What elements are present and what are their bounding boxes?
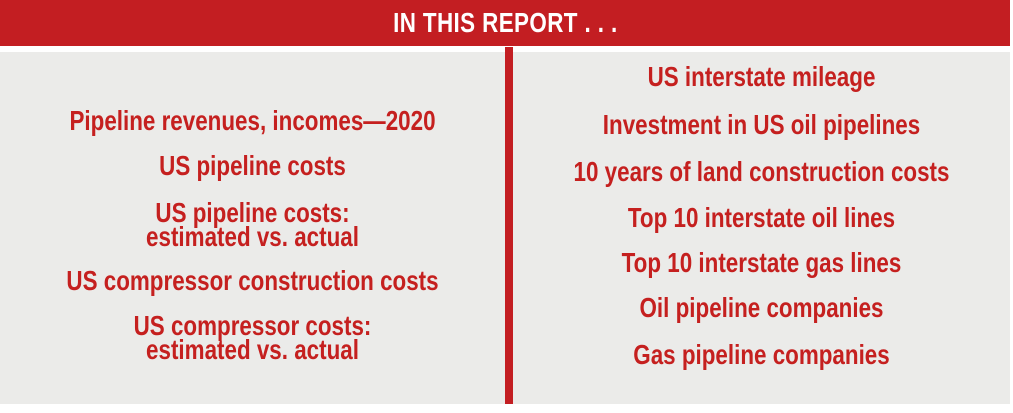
toc-item-oil-pipeline-companies: Oil pipeline companies: [513, 294, 1010, 322]
toc-item-label: estimated vs. actual: [146, 221, 359, 252]
toc-item-10-years-of-land-construction-costs: 10 years of land construction costs: [513, 158, 1010, 186]
toc-item-label: Gas pipeline companies: [633, 339, 890, 370]
column-divider: [505, 47, 513, 404]
toc-item-label: Top 10 interstate gas lines: [621, 247, 902, 278]
toc-item-top-10-interstate-gas-lines: Top 10 interstate gas lines: [513, 249, 1010, 277]
toc-item-gas-pipeline-companies: Gas pipeline companies: [513, 341, 1010, 369]
toc-item-label: US compressor construction costs: [66, 265, 439, 296]
report-header-title: IN THIS REPORT . . .: [392, 7, 618, 38]
toc-item-label: US pipeline costs: [159, 150, 346, 181]
toc-item-label: US compressor costs:: [133, 310, 372, 341]
toc-item-label: Pipeline revenues, incomes—2020: [69, 105, 436, 136]
toc-item-label: US pipeline costs:: [155, 197, 350, 228]
toc-item-label: Oil pipeline companies: [639, 292, 884, 323]
toc-item-label: Investment in US oil pipelines: [602, 109, 921, 140]
left-column: Pipeline revenues, incomes—2020 US pipel…: [0, 52, 505, 404]
toc-item-label: estimated vs. actual: [146, 334, 359, 365]
toc-item-us-pipeline-costs-estimated-vs-actual: US pipeline costs: estimated vs. actual: [0, 197, 505, 252]
toc-item-top-10-interstate-oil-lines: Top 10 interstate oil lines: [513, 204, 1010, 232]
toc-item-pipeline-revenues-incomes: Pipeline revenues, incomes—2020: [0, 107, 505, 135]
report-header-bar: IN THIS REPORT . . .: [0, 0, 1010, 46]
toc-item-us-compressor-costs-estimated-vs-actual: US compressor costs: estimated vs. actua…: [0, 310, 505, 365]
toc-item-us-compressor-construction-costs: US compressor construction costs: [0, 267, 505, 295]
toc-item-us-interstate-mileage: US interstate mileage: [513, 63, 1010, 91]
toc-item-label: Top 10 interstate oil lines: [627, 202, 896, 233]
toc-item-us-pipeline-costs: US pipeline costs: [0, 152, 505, 180]
toc-item-label: 10 years of land construction costs: [573, 156, 950, 187]
toc-item-investment-in-us-oil-pipelines: Investment in US oil pipelines: [513, 111, 1010, 139]
right-column: US interstate mileage Investment in US o…: [513, 52, 1010, 404]
toc-item-label: US interstate mileage: [647, 61, 876, 92]
